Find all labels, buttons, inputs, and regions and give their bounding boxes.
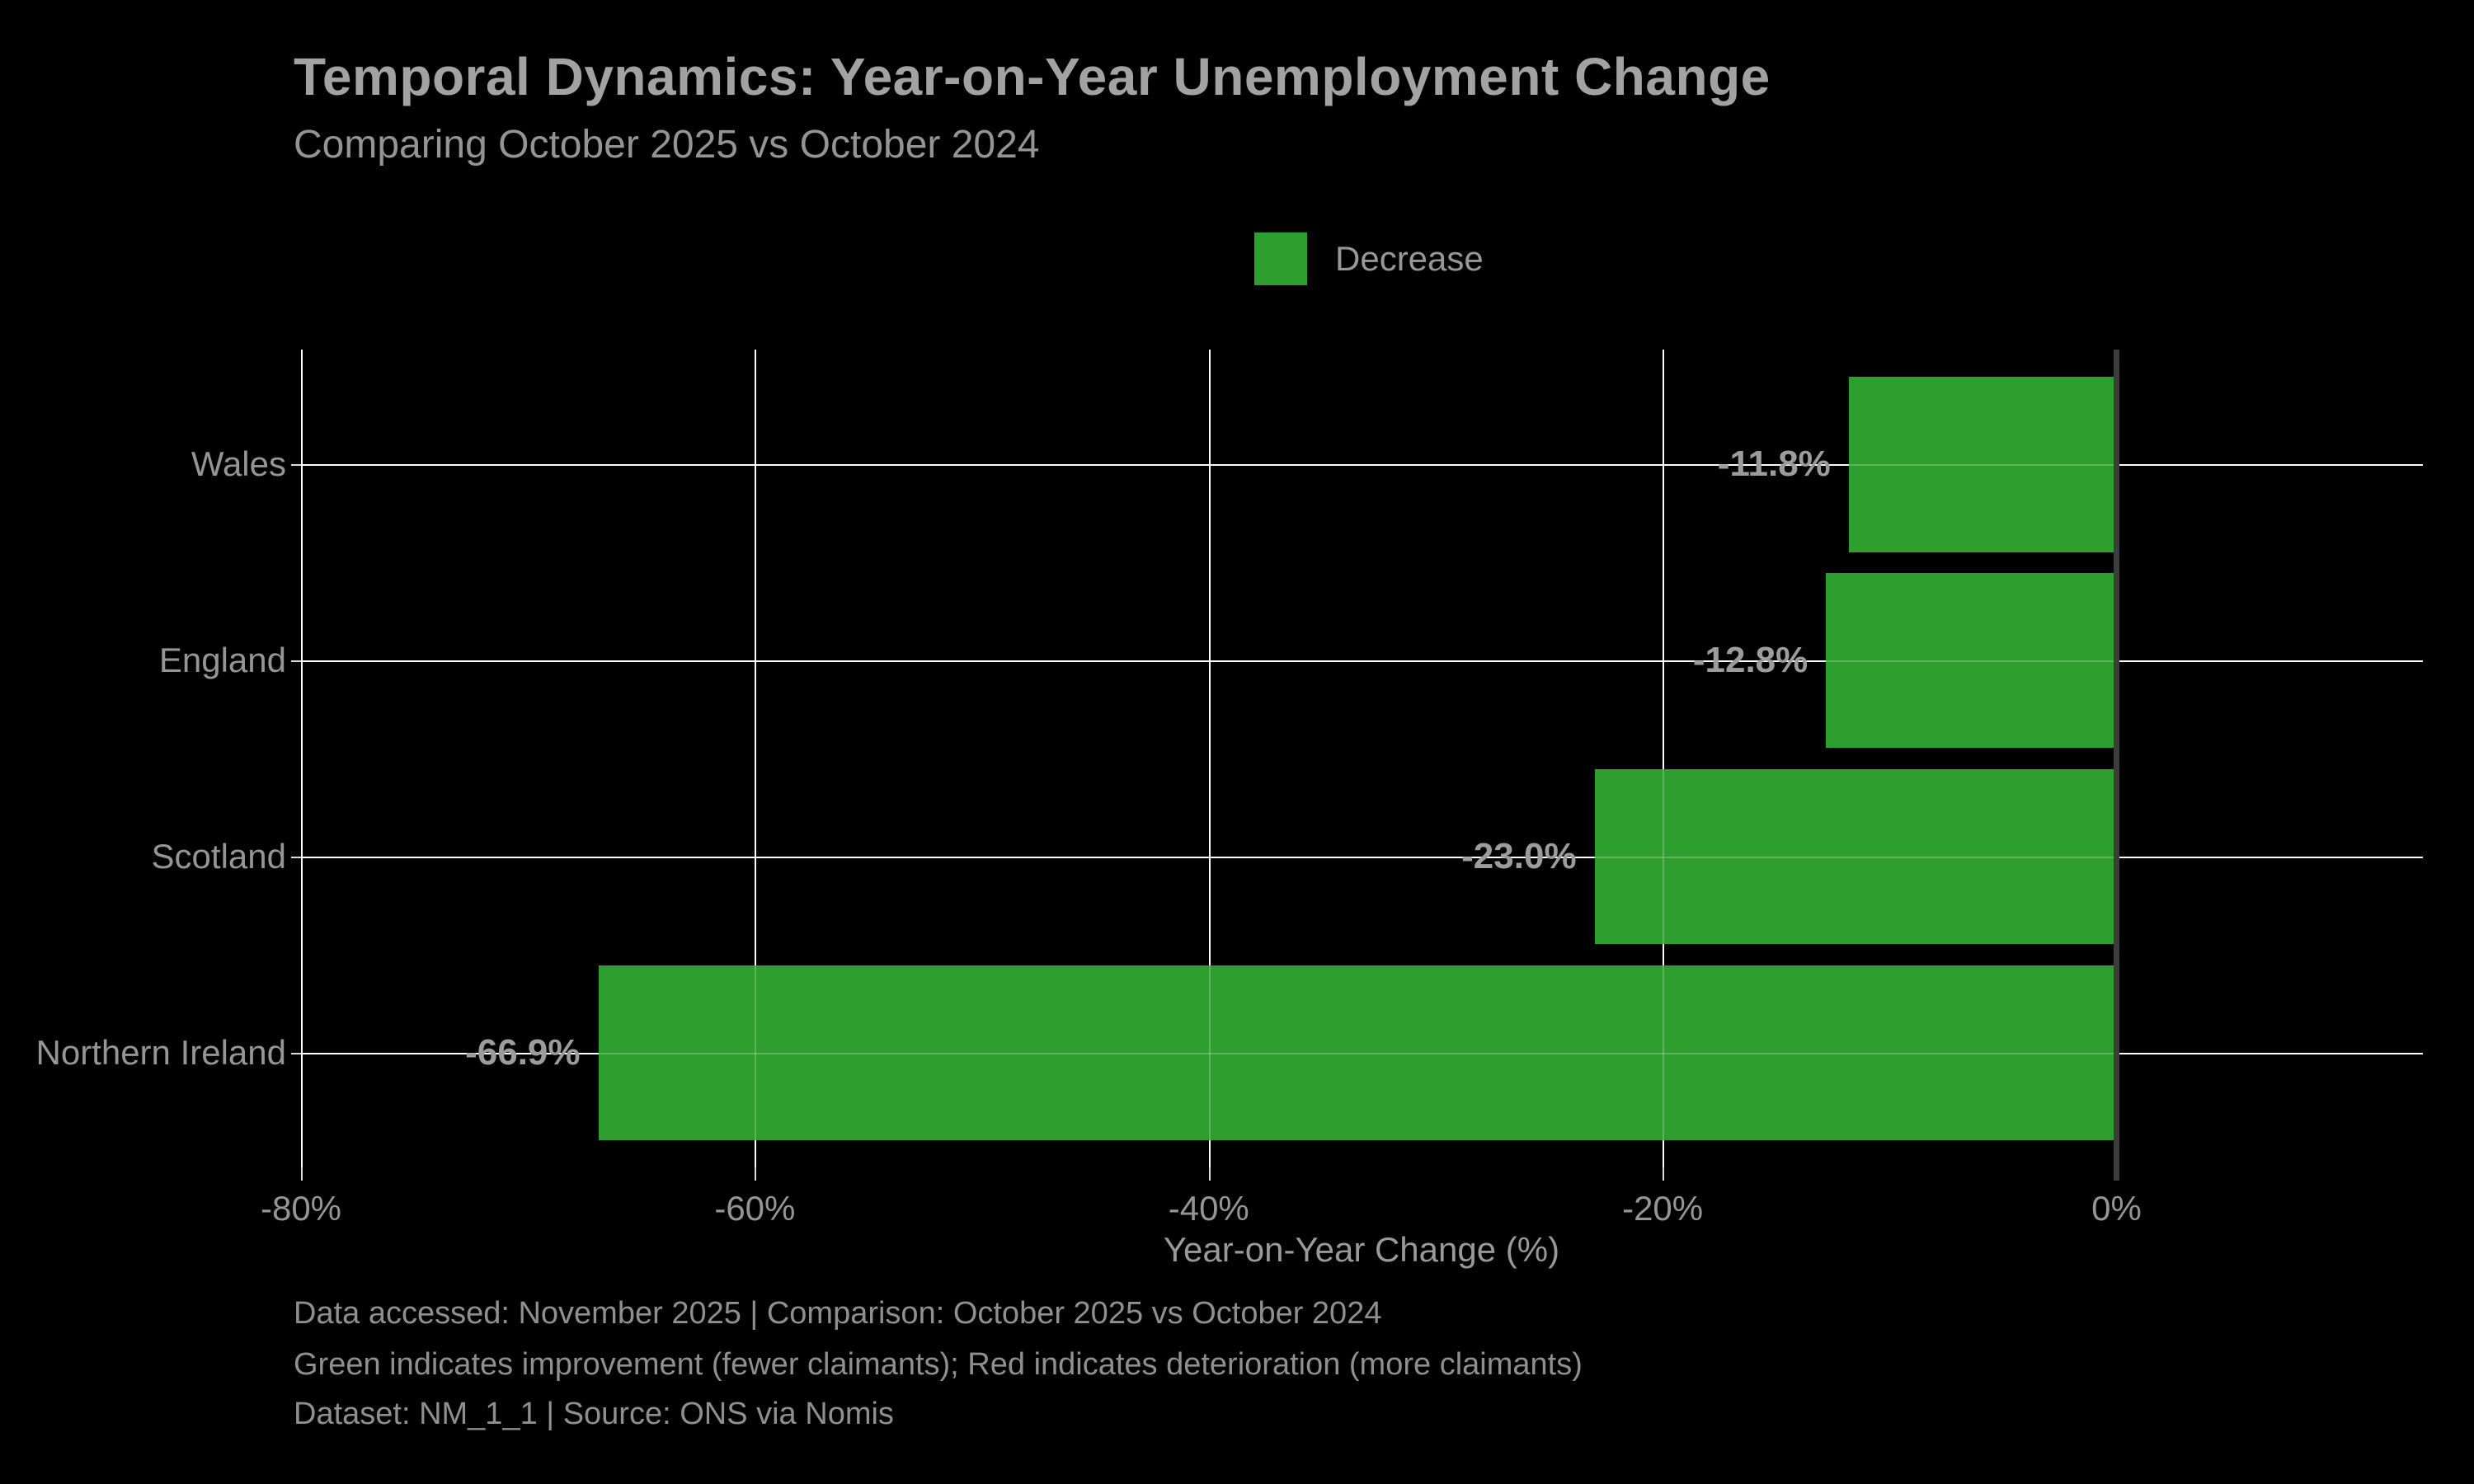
x-tick-label: -40% (1168, 1189, 1249, 1228)
gridline-horizontal-overlay (301, 1053, 2423, 1055)
x-tick-label: 0% (2091, 1189, 2142, 1228)
gridline-horizontal (301, 660, 2423, 663)
bar-wales (1848, 377, 2117, 552)
chart-subtitle: Comparing October 2025 vs October 2024 (294, 123, 1040, 167)
legend: Decrease (1254, 232, 1484, 285)
bar-scotland (1594, 768, 2117, 945)
gridline-vertical (755, 350, 757, 1167)
gridline-horizontal (301, 857, 2423, 859)
bar-value-label: -11.8% (1717, 444, 1831, 485)
bar-value-label: -12.8% (1692, 640, 1808, 681)
x-tick-label: -20% (1622, 1189, 1704, 1228)
bar-england (1826, 573, 2117, 749)
x-tick-mark (1663, 1167, 1665, 1181)
gridline-horizontal-overlay (301, 660, 2423, 663)
y-tick-mark (291, 464, 301, 467)
plot-area: -80% -60% -40% -20% 0% Wales -11.8% England -12.… (36, 350, 2423, 1228)
category-label: Scotland (151, 837, 286, 876)
x-tick-label: -60% (714, 1189, 796, 1228)
category-label: England (158, 641, 286, 680)
gridline-vertical (301, 350, 303, 1167)
y-tick-mark (291, 660, 301, 663)
bar-northern-ireland (598, 965, 2117, 1141)
gridline-vertical (1663, 350, 1665, 1167)
x-tick-label: -80% (260, 1189, 342, 1228)
legend-swatch-decrease (1254, 232, 1307, 285)
gridline-vertical-overlay (1663, 350, 1665, 1167)
category-label: Wales (190, 444, 286, 484)
gridline-vertical (1208, 350, 1211, 1167)
category-label: Northern Ireland (35, 1033, 287, 1073)
gridline-vertical-overlay (1208, 350, 1211, 1167)
gridline-horizontal-overlay (301, 464, 2423, 467)
bar-value-label: -66.9% (465, 1032, 581, 1073)
legend-label: Decrease (1335, 239, 1484, 278)
y-tick-mark (291, 857, 301, 859)
x-tick-mark (755, 1167, 757, 1181)
gridline-horizontal (301, 464, 2423, 467)
x-tick-mark (301, 1167, 303, 1181)
footer-line-color-key: Green indicates improvement (fewer claim… (294, 1347, 1583, 1382)
footer-line-source: Dataset: NM_1_1 | Source: ONS via Nomis (294, 1397, 894, 1431)
x-tick-mark (1208, 1167, 1211, 1181)
zero-axis-line (2114, 350, 2120, 1181)
footer-line-data-accessed: Data accessed: November 2025 | Compariso… (294, 1296, 1382, 1331)
y-tick-mark (291, 1053, 301, 1055)
gridline-vertical-overlay (301, 350, 303, 1167)
x-axis-label: Year-on-Year Change (%) (1163, 1230, 1560, 1269)
gridline-horizontal-overlay (301, 857, 2423, 859)
bar-value-label: -23.0% (1461, 836, 1577, 877)
gridline-vertical-overlay (755, 350, 757, 1167)
chart-title: Temporal Dynamics: Year-on-Year Unemploy… (294, 47, 1771, 106)
